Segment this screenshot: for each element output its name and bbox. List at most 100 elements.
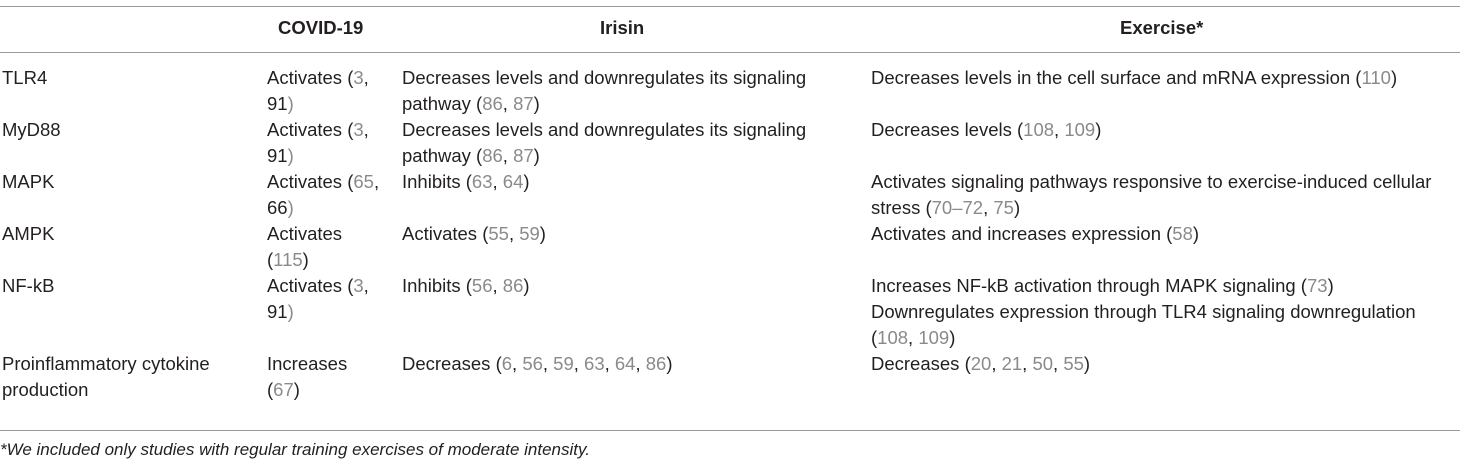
cell-text: pathway ( (402, 93, 483, 114)
cell-text: , (604, 353, 615, 374)
cell-text: 91 (267, 93, 288, 114)
reference-number: 59 (519, 223, 540, 244)
cell-text: , (908, 327, 919, 348)
cell-text: ) (533, 145, 540, 166)
reference-number: 64 (614, 353, 636, 374)
cell-text: pathway ( (402, 145, 483, 166)
reference-number: ) (287, 93, 294, 114)
covid-cell-line: Activates (65, (267, 169, 379, 195)
cell-text: , (363, 275, 369, 296)
table-footnote: *We included only studies with regular t… (0, 440, 590, 459)
cell-text: , (492, 171, 503, 192)
cell-text: ) (1327, 275, 1334, 296)
covid-cell-line: Activates (3, (267, 273, 369, 299)
cell-text: , (991, 353, 1002, 374)
covid-cell-line: 91) (267, 91, 294, 117)
covid-cell-line: 91) (267, 299, 294, 325)
row-label: Proinflammatory cytokine (2, 353, 210, 374)
cell-text: ) (1083, 353, 1091, 374)
reference-number: 50 (1032, 353, 1054, 374)
cell-text: ( (871, 327, 878, 348)
irisin-cell-line: pathway (86, 87) (402, 91, 540, 117)
cell-text: Decreases ( (871, 353, 971, 374)
table-top-rule (0, 6, 1460, 7)
cell-text: , (573, 353, 585, 374)
reference-number: 67 (273, 379, 294, 400)
cell-text: , (512, 353, 523, 374)
table-header-rule (0, 52, 1460, 53)
cell-text: Increases NF-kB activation through MAPK … (871, 275, 1307, 296)
column-header-covid: COVID-19 (278, 17, 364, 38)
reference-number: ) (287, 197, 294, 218)
reference-number: 86 (645, 353, 667, 374)
reference-number: 108 (1023, 119, 1055, 140)
cell-text: Activates (267, 223, 343, 244)
reference-number: 21 (1001, 353, 1023, 374)
cell-text: stress ( (871, 197, 932, 218)
row-label: TLR4 (2, 67, 48, 88)
row-label: MAPK (2, 171, 55, 192)
reference-number: 20 (970, 353, 992, 374)
cell-text: Inhibits ( (402, 171, 472, 192)
reference-number: 86 (482, 93, 503, 114)
reference-number: 70–72 (931, 197, 984, 218)
covid-cell-line: 66) (267, 195, 294, 221)
column-header-irisin: Irisin (600, 17, 645, 38)
cell-text: Activates and increases expression ( (871, 223, 1173, 244)
exercise-cell-line: Activates and increases expression (58) (871, 221, 1199, 247)
cell-text: Activates ( (267, 171, 354, 192)
reference-number: 55 (488, 223, 509, 244)
reference-number: 3 (353, 67, 364, 88)
reference-number: 6 (501, 353, 513, 374)
reference-number: 108 (877, 327, 909, 348)
reference-number: 87 (513, 93, 534, 114)
exercise-cell-line: Increases NF-kB activation through MAPK … (871, 273, 1334, 299)
exercise-cell-line: (108, 109) (871, 325, 955, 351)
reference-number: 73 (1306, 275, 1328, 296)
covid-cell-line: Increases (267, 351, 347, 377)
exercise-cell-line: Decreases levels (108, 109) (871, 117, 1101, 143)
reference-number: 110 (1361, 67, 1391, 88)
irisin-cell-line: Decreases levels and downregulates its s… (402, 65, 806, 91)
cell-text: ) (523, 171, 530, 192)
cell-text: , (1022, 353, 1033, 374)
column-header-exercise: Exercise* (1120, 17, 1204, 38)
cell-text: 91 (267, 145, 288, 166)
covid-cell-line: Activates (3, (267, 65, 369, 91)
irisin-cell-line: Decreases (6, 56, 59, 63, 64, 86) (402, 351, 673, 377)
cell-text: Decreases levels ( (871, 119, 1024, 140)
reference-number: 56 (522, 353, 543, 374)
reference-number: 58 (1172, 223, 1193, 244)
cell-text: ) (1095, 119, 1102, 140)
reference-number: 86 (482, 145, 503, 166)
covid-cell-line: Activates (3, (267, 117, 369, 143)
cell-text: ) (539, 223, 546, 244)
exercise-cell-line: stress (70–72, 75) (871, 195, 1020, 221)
row-label: production (2, 379, 89, 400)
cell-text: Activates ( (267, 67, 354, 88)
cell-text: , (502, 93, 514, 114)
cell-text: ( (267, 379, 274, 400)
irisin-cell-line: Inhibits (56, 86) (402, 273, 530, 299)
cell-text: , (983, 197, 994, 218)
reference-number: 56 (471, 275, 493, 296)
cell-text: ) (666, 353, 673, 374)
cell-text: Decreases levels and downregulates its s… (402, 119, 807, 140)
covid-cell-line: Activates (267, 221, 342, 247)
cell-text: Decreases ( (402, 353, 502, 374)
cell-text: Activates ( (402, 223, 489, 244)
reference-number: 86 (502, 275, 524, 296)
cell-text: Increases (267, 353, 348, 374)
cell-text: 66 (267, 197, 288, 218)
reference-number: 109 (918, 327, 950, 348)
row-label: NF-kB (2, 275, 55, 296)
cell-text: ) (1390, 67, 1398, 88)
cell-text: ) (533, 93, 540, 114)
reference-number: 3 (353, 119, 364, 140)
exercise-cell-line: Activates signaling pathways responsive … (871, 169, 1431, 195)
cell-text: Decreases levels and downregulates its s… (402, 67, 807, 88)
reference-number: 75 (993, 197, 1014, 218)
reference-number: 55 (1063, 353, 1084, 374)
cell-text: , (492, 275, 503, 296)
cell-text: , (508, 223, 520, 244)
